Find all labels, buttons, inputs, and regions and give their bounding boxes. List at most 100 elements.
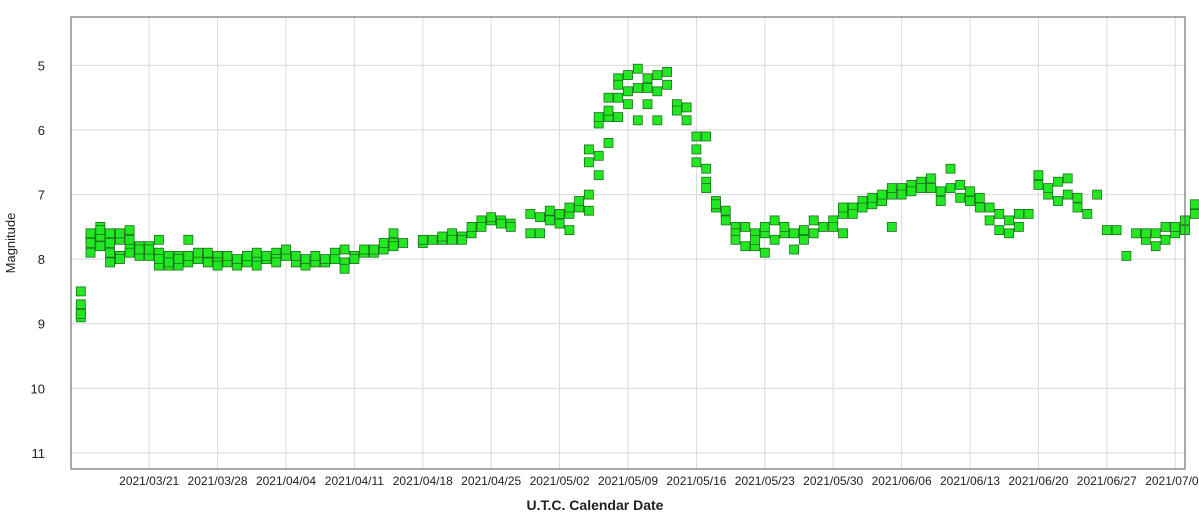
observation-point xyxy=(173,254,184,265)
observation-point xyxy=(603,92,614,103)
observation-point xyxy=(808,215,819,226)
observation-point xyxy=(75,299,86,310)
observation-point xyxy=(222,250,233,261)
observation-point xyxy=(183,234,194,245)
observation-point xyxy=(779,221,790,232)
observation-point xyxy=(85,238,96,248)
observation-point xyxy=(1189,199,1199,210)
x-tick-label: 2021/05/23 xyxy=(735,474,795,488)
observation-point xyxy=(251,247,262,258)
observation-point xyxy=(1101,225,1112,236)
observation-point xyxy=(701,131,712,142)
observation-point xyxy=(368,244,379,255)
observation-point xyxy=(740,241,751,252)
observation-point xyxy=(632,115,643,126)
observation-point xyxy=(769,215,780,226)
x-tick-label: 2021/05/30 xyxy=(803,474,863,488)
observation-point xyxy=(759,247,770,258)
observation-point xyxy=(642,83,653,93)
x-tick-label: 2021/04/04 xyxy=(256,474,316,488)
observation-point xyxy=(994,208,1005,219)
observation-point xyxy=(720,205,731,216)
observation-point xyxy=(105,238,115,248)
observation-point xyxy=(965,196,975,206)
observation-point xyxy=(153,234,164,245)
observation-point xyxy=(1004,215,1014,226)
observation-point xyxy=(1141,228,1151,239)
observation-point xyxy=(926,173,936,184)
observation-point xyxy=(691,131,702,142)
observation-point xyxy=(896,189,907,200)
observation-point xyxy=(1053,196,1063,206)
observation-point xyxy=(564,202,575,213)
observation-point xyxy=(427,234,438,245)
data-points xyxy=(75,63,1199,323)
observation-point xyxy=(886,221,897,232)
observation-point xyxy=(290,250,301,261)
observation-point xyxy=(124,225,135,236)
observation-point xyxy=(593,170,604,181)
x-tick-label: 2021/05/09 xyxy=(598,474,658,488)
observation-point xyxy=(593,150,604,161)
x-tick-label: 2021/06/13 xyxy=(940,474,1000,488)
observation-point xyxy=(974,202,985,213)
observation-point xyxy=(818,221,829,232)
observation-point xyxy=(1160,221,1171,232)
observation-point xyxy=(974,192,985,203)
observation-point xyxy=(251,260,262,271)
observation-point xyxy=(681,102,692,113)
observation-point xyxy=(926,183,936,194)
observation-point xyxy=(623,70,633,80)
observation-point xyxy=(525,208,536,219)
observation-point xyxy=(955,192,966,203)
observation-point xyxy=(584,157,594,168)
observation-point xyxy=(613,79,624,90)
observation-point xyxy=(1033,170,1044,181)
x-tick-label: 2021/05/16 xyxy=(666,474,726,488)
observation-point xyxy=(85,247,96,258)
observation-point xyxy=(496,218,506,229)
observation-point xyxy=(105,247,115,258)
observation-point xyxy=(593,112,604,122)
observation-point xyxy=(652,115,663,126)
observation-point xyxy=(701,163,712,174)
x-tick-label: 2021/03/28 xyxy=(188,474,248,488)
observation-point xyxy=(642,99,653,110)
observation-point xyxy=(261,250,272,261)
x-tick-label: 2021/07/04 xyxy=(1145,474,1199,488)
observation-point xyxy=(115,228,125,239)
observation-point xyxy=(613,92,624,103)
observation-point xyxy=(945,163,956,174)
observation-point xyxy=(662,67,672,77)
observation-point xyxy=(544,215,555,226)
y-tick-label: 7 xyxy=(38,188,45,203)
observation-point xyxy=(75,286,86,297)
observation-point xyxy=(750,234,760,245)
observation-point xyxy=(535,228,545,239)
observation-point xyxy=(378,238,389,248)
x-tick-label: 2021/04/25 xyxy=(461,474,521,488)
observation-point xyxy=(584,189,594,200)
observation-point xyxy=(554,208,565,219)
observation-point xyxy=(105,228,115,239)
observation-point xyxy=(85,228,96,239)
observation-point xyxy=(935,186,946,197)
observation-point xyxy=(672,105,682,116)
observation-point xyxy=(124,247,135,258)
observation-point xyxy=(1131,228,1141,239)
y-tick-label: 10 xyxy=(31,381,45,396)
observation-point xyxy=(711,199,721,210)
observation-point xyxy=(388,241,399,252)
observation-point xyxy=(300,254,311,265)
observation-point xyxy=(359,244,370,255)
observation-point xyxy=(789,244,799,255)
observation-point xyxy=(632,63,643,74)
observation-point xyxy=(75,309,86,319)
observation-point xyxy=(202,257,213,268)
observation-point xyxy=(965,186,975,197)
observation-point xyxy=(955,179,966,190)
observation-point xyxy=(984,202,995,213)
observation-point xyxy=(163,257,174,268)
observation-point xyxy=(847,208,858,219)
